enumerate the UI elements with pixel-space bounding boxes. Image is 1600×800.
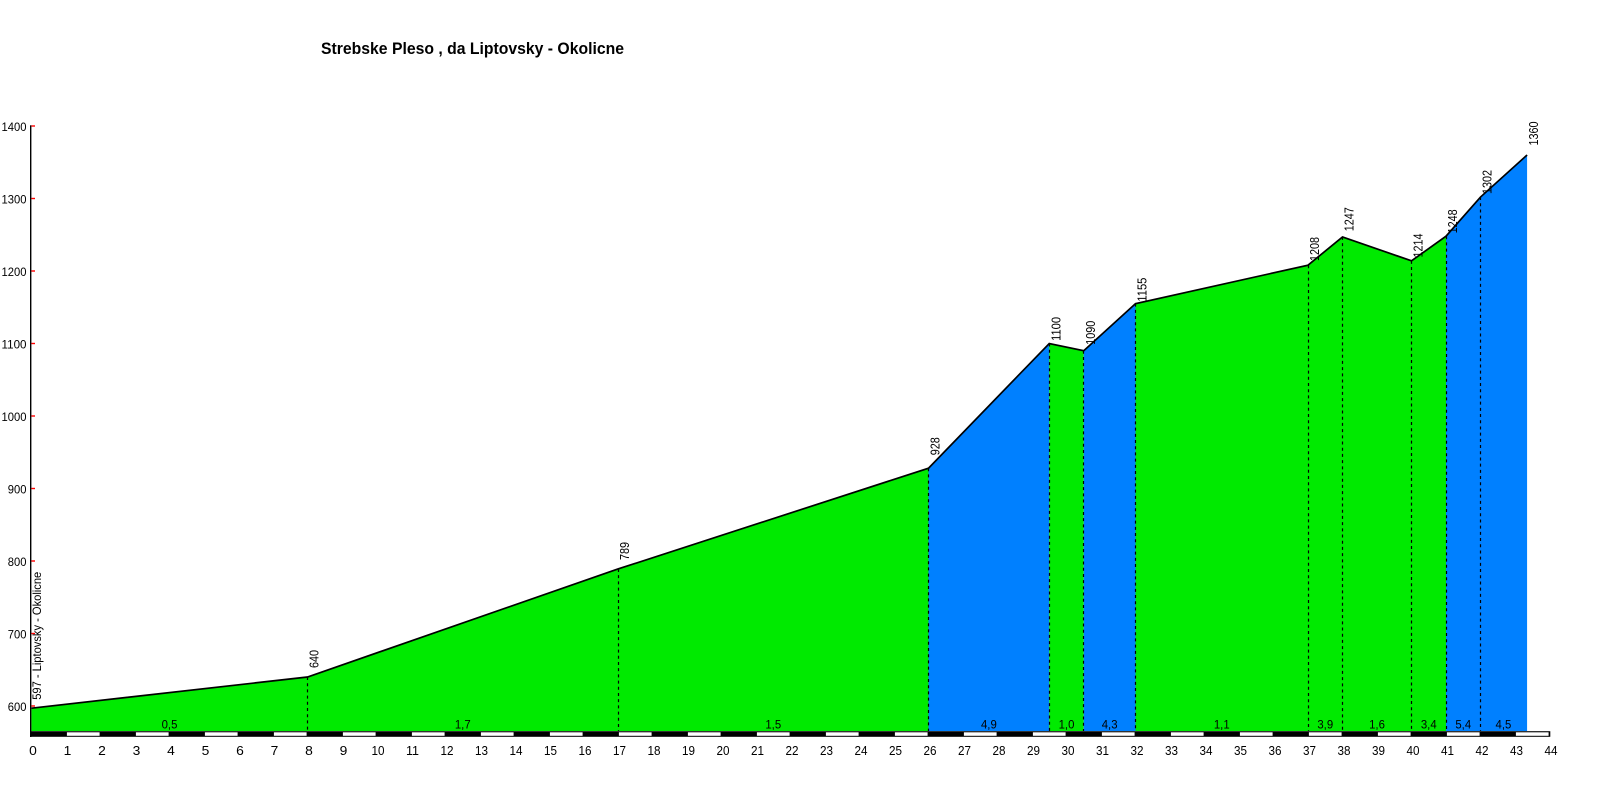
svg-text:36: 36 [1269,743,1282,758]
svg-text:1,1: 1,1 [1214,717,1230,731]
svg-text:1400: 1400 [2,120,27,134]
svg-text:1300: 1300 [2,192,27,206]
svg-text:33: 33 [1165,743,1178,758]
svg-text:789: 789 [617,542,632,560]
svg-text:700: 700 [8,627,27,641]
svg-text:800: 800 [8,555,27,569]
svg-text:5: 5 [202,743,210,758]
svg-text:3,4: 3,4 [1421,717,1437,731]
svg-text:18: 18 [648,743,661,758]
svg-text:3: 3 [133,743,141,758]
svg-text:4,3: 4,3 [1102,717,1118,731]
svg-text:41: 41 [1441,743,1454,758]
svg-text:32: 32 [1131,743,1144,758]
svg-text:0: 0 [29,743,37,758]
svg-text:10: 10 [372,743,385,758]
svg-text:1247: 1247 [1342,207,1357,231]
svg-text:1155: 1155 [1135,278,1150,302]
svg-text:1360: 1360 [1526,122,1541,146]
svg-text:35: 35 [1234,743,1247,758]
svg-text:0,5: 0,5 [162,717,178,731]
svg-text:928: 928 [928,437,943,455]
svg-text:2: 2 [98,743,106,758]
svg-text:1,0: 1,0 [1059,717,1075,731]
svg-text:4,5: 4,5 [1496,717,1512,731]
svg-text:7: 7 [271,743,279,758]
svg-text:1,5: 1,5 [765,717,781,731]
svg-text:1000: 1000 [2,410,27,424]
svg-text:34: 34 [1200,743,1213,758]
svg-text:1100: 1100 [1048,317,1063,341]
svg-text:600: 600 [8,700,27,714]
svg-text:20: 20 [717,743,730,758]
svg-text:24: 24 [855,743,868,758]
svg-text:14: 14 [510,743,523,758]
svg-text:1214: 1214 [1411,234,1426,258]
svg-text:4,9: 4,9 [981,717,997,731]
svg-text:1208: 1208 [1307,237,1322,261]
svg-text:27: 27 [958,743,971,758]
svg-text:1090: 1090 [1083,321,1098,345]
svg-text:29: 29 [1027,743,1040,758]
svg-text:1: 1 [64,743,72,758]
svg-text:1248: 1248 [1445,209,1460,233]
svg-text:42: 42 [1476,743,1489,758]
svg-text:1,7: 1,7 [455,717,471,731]
svg-text:6: 6 [236,743,244,758]
svg-text:4: 4 [167,743,175,758]
svg-text:40: 40 [1407,743,1420,758]
svg-text:9: 9 [340,743,348,758]
svg-text:5,4: 5,4 [1455,717,1471,731]
svg-text:26: 26 [924,743,937,758]
svg-text:37: 37 [1303,743,1316,758]
svg-text:28: 28 [993,743,1006,758]
svg-text:31: 31 [1096,743,1109,758]
svg-text:597 - Liptovsky - Okolicne: 597 - Liptovsky - Okolicne [30,572,44,700]
svg-text:1200: 1200 [2,265,27,279]
svg-text:19: 19 [682,743,695,758]
svg-text:16: 16 [579,743,592,758]
svg-text:900: 900 [8,482,27,496]
svg-text:15: 15 [544,743,557,758]
svg-text:23: 23 [820,743,833,758]
svg-text:1302: 1302 [1480,170,1495,194]
svg-text:1100: 1100 [2,337,27,351]
svg-text:8: 8 [305,743,313,758]
svg-text:13: 13 [475,743,488,758]
svg-text:3,9: 3,9 [1317,717,1333,731]
svg-text:22: 22 [786,743,799,758]
svg-text:17: 17 [613,743,626,758]
svg-text:21: 21 [751,743,764,758]
svg-text:640: 640 [307,650,322,668]
svg-text:30: 30 [1062,743,1075,758]
svg-text:1,6: 1,6 [1369,717,1385,731]
svg-text:43: 43 [1510,743,1523,758]
svg-text:25: 25 [889,743,902,758]
svg-text:12: 12 [441,743,454,758]
svg-text:39: 39 [1372,743,1385,758]
svg-text:11: 11 [406,743,419,758]
svg-text:Strebske Pleso , da Liptovsky: Strebske Pleso , da Liptovsky - Okolicne [321,39,624,58]
svg-text:44: 44 [1545,743,1558,758]
svg-text:38: 38 [1338,743,1351,758]
